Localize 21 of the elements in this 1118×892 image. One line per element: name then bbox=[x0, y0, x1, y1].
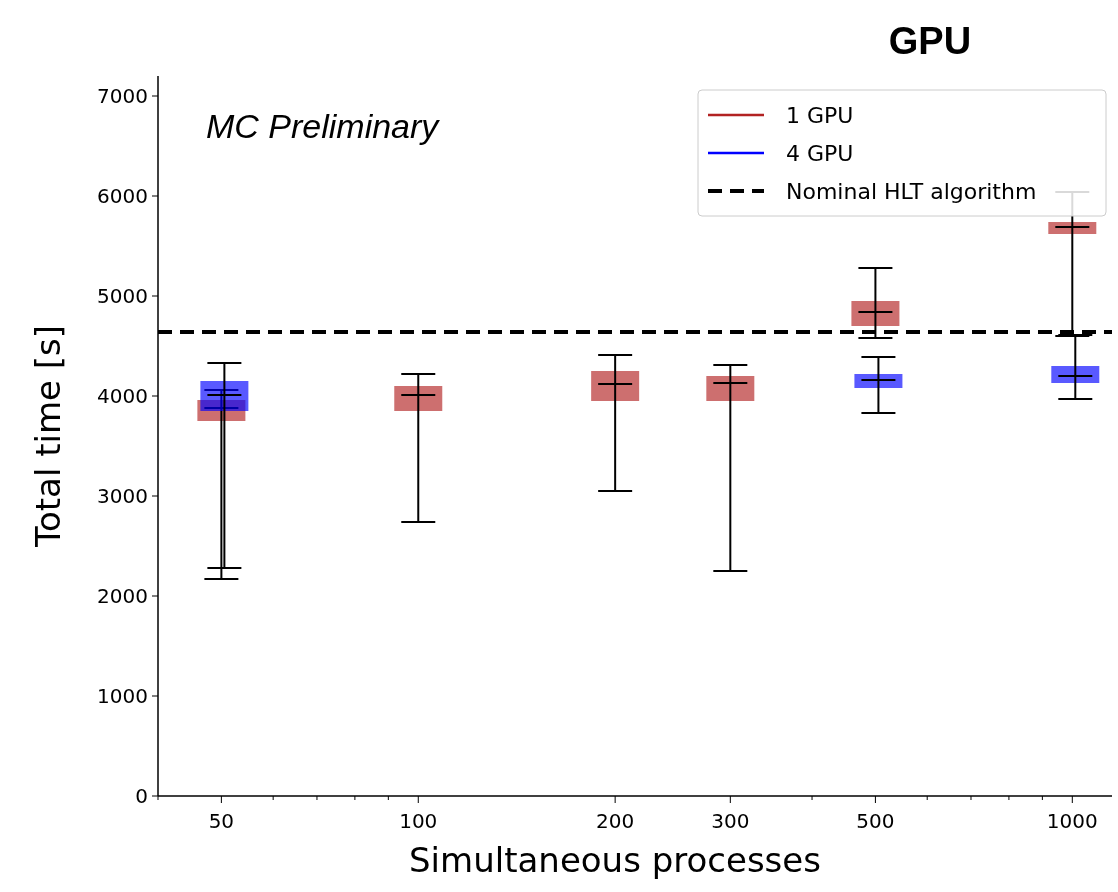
x-tick-label: 50 bbox=[208, 809, 235, 833]
x-tick-label: 200 bbox=[596, 809, 635, 833]
legend-label: 1 GPU bbox=[786, 102, 854, 128]
y-tick-label: 3000 bbox=[97, 484, 148, 508]
y-tick-label: 4000 bbox=[97, 384, 148, 408]
y-tick-label: 0 bbox=[135, 784, 148, 808]
x-tick-label: 500 bbox=[856, 809, 895, 833]
x-tick-label: 300 bbox=[711, 809, 750, 833]
y-tick-label: 5000 bbox=[97, 284, 148, 308]
x-axis-title: Simultaneous processes bbox=[409, 840, 821, 880]
x-tick-label: 1000 bbox=[1046, 809, 1098, 833]
legend-label: 4 GPU bbox=[786, 140, 854, 166]
y-axis-title: Total time [s] bbox=[28, 324, 68, 549]
y-tick-label: 7000 bbox=[97, 84, 148, 108]
annotation: MC Preliminary bbox=[206, 107, 441, 145]
chart-title: GPU bbox=[888, 20, 972, 62]
x-tick-label: 100 bbox=[399, 809, 438, 833]
y-tick-label: 2000 bbox=[97, 584, 148, 608]
y-tick-label: 6000 bbox=[97, 184, 148, 208]
y-tick-label: 1000 bbox=[97, 684, 148, 708]
legend-label: Nominal HLT algorithm bbox=[786, 178, 1037, 204]
